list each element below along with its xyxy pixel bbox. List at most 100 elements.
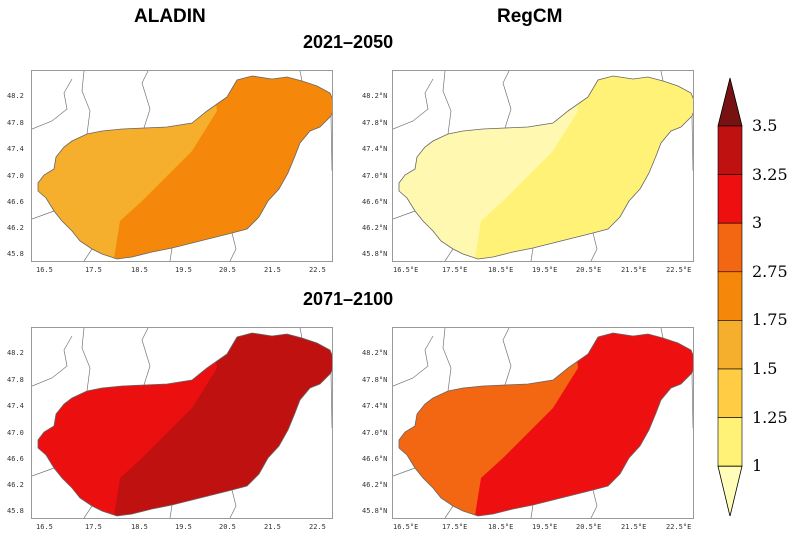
x-tick-label: 22.5°E (666, 266, 692, 274)
y-tick-label: 45.8°N (362, 507, 388, 515)
border-line (691, 115, 693, 172)
model-title-regcm: RegCM (497, 6, 563, 27)
x-tick-label: 22.5°E (666, 523, 692, 531)
x-tick-label: 20.5 (219, 523, 236, 531)
y-tick-label: 47.4°N (362, 145, 388, 153)
colorbar (717, 77, 743, 516)
x-tick-label: 17.5°E (442, 523, 468, 531)
x-tick-label: 21.5°E (621, 523, 647, 531)
y-tick-label: 47.8 (7, 119, 24, 127)
border-line (299, 328, 303, 339)
y-tick-label: 47.8°N (362, 119, 388, 127)
y-tick-label: 46.2 (7, 224, 24, 232)
border-line (32, 467, 55, 477)
y-tick-label: 46.2°N (362, 481, 388, 489)
border-line (444, 248, 454, 261)
colorbar-label: 3 (752, 213, 763, 233)
x-tick-label: 18.5°E (488, 266, 514, 274)
x-tick-label: 16.5 (36, 266, 53, 274)
border-line (141, 71, 151, 129)
y-tick-label: 46.6 (7, 455, 24, 463)
border-line (83, 505, 93, 518)
border-line (442, 328, 452, 392)
map-panel-aladin-2021-2050 (31, 70, 333, 262)
map-panel-regcm-2071-2100 (392, 327, 694, 519)
x-tick-label: 20.5 (219, 266, 236, 274)
country-outline (37, 75, 332, 260)
border-line (32, 335, 73, 387)
x-tick-label: 17.5 (85, 523, 102, 531)
x-tick-label: 17.5°E (442, 266, 468, 274)
colorbar-segment (717, 368, 743, 418)
x-tick-label: 16.5°E (393, 523, 419, 531)
y-tick-label: 47.0 (7, 172, 24, 180)
border-line (590, 489, 598, 518)
border-line (32, 210, 55, 220)
map-svg (32, 71, 332, 261)
x-tick-label: 19.5 (175, 523, 192, 531)
border-line (660, 71, 664, 82)
y-tick-label: 46.2°N (362, 224, 388, 232)
x-tick-label: 16.5 (36, 523, 53, 531)
border-line (229, 489, 237, 518)
colorbar-label: 2.75 (752, 261, 788, 281)
colorbar-segment (717, 125, 743, 175)
country-outline (37, 332, 332, 517)
y-tick-label: 47.0°N (362, 172, 388, 180)
border-line (83, 248, 93, 261)
period-title-2021-2050: 2021–2050 (303, 32, 394, 52)
model-title-aladin: ALADIN (134, 6, 206, 27)
border-line (660, 328, 664, 339)
x-tick-label: 21.5°E (621, 266, 647, 274)
y-tick-label: 48.2 (7, 92, 24, 100)
y-tick-label: 45.8°N (362, 250, 388, 258)
map-svg (393, 71, 693, 261)
border-line (393, 467, 416, 477)
colorbar-label: 1.75 (752, 310, 788, 330)
map-panel-regcm-2021-2050 (392, 70, 694, 262)
border-line (393, 335, 434, 387)
border-line (169, 504, 173, 518)
y-tick-label: 47.8 (7, 376, 24, 384)
border-line (442, 71, 452, 135)
border-line (502, 71, 512, 129)
colorbar-segment (717, 271, 743, 321)
border-line (141, 328, 151, 386)
colorbar-label: 1.5 (752, 359, 778, 378)
x-tick-label: 22.5 (309, 523, 326, 531)
colorbar-label: 1.25 (752, 407, 788, 427)
border-line (299, 71, 303, 82)
y-tick-label: 46.6°N (362, 455, 388, 463)
x-tick-label: 22.5 (309, 266, 326, 274)
y-tick-label: 48.2°N (362, 349, 388, 357)
border-line (393, 210, 416, 220)
colorbar-segment (717, 417, 743, 467)
colorbar-label: 3.5 (752, 116, 778, 135)
x-tick-label: 19.5°E (532, 523, 558, 531)
border-line (530, 504, 534, 518)
map-svg (32, 328, 332, 518)
y-tick-label: 47.0°N (362, 429, 388, 437)
border-line (229, 232, 237, 261)
x-tick-label: 18.5 (131, 523, 148, 531)
colorbar-label: 1 (752, 456, 763, 476)
y-tick-label: 47.8°N (362, 376, 388, 384)
y-tick-label: 45.8 (7, 250, 24, 258)
border-line (691, 372, 693, 429)
y-tick-label: 47.4 (7, 145, 24, 153)
x-tick-label: 19.5 (175, 266, 192, 274)
border-line (81, 71, 91, 135)
border-line (393, 78, 434, 130)
border-line (502, 328, 512, 386)
map-svg (393, 328, 693, 518)
border-line (32, 78, 73, 130)
border-line (330, 372, 332, 429)
x-tick-label: 21.5 (264, 523, 281, 531)
colorbar-under-triangle (717, 465, 743, 516)
border-line (330, 115, 332, 172)
border-line (81, 328, 91, 392)
border-line (444, 505, 454, 518)
map-panel-aladin-2071-2100 (31, 327, 333, 519)
x-tick-label: 17.5 (85, 266, 102, 274)
border-line (530, 247, 534, 261)
